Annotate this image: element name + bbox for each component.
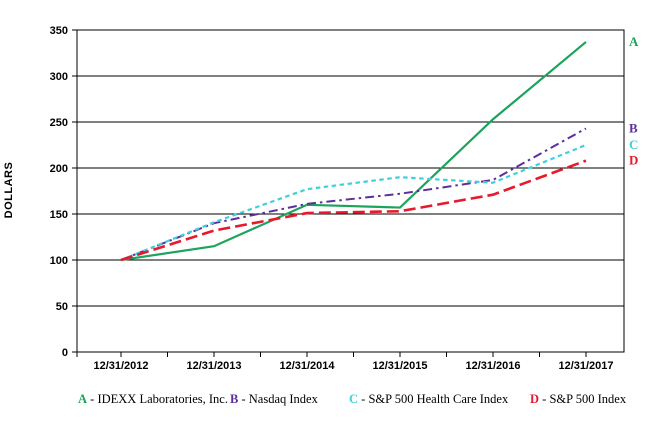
y-tick-label: 50 bbox=[56, 301, 68, 313]
series-end-label-A: A bbox=[629, 34, 639, 49]
legend-label-A: - IDEXX Laboratories, Inc. bbox=[87, 392, 228, 406]
legend-label-C: - S&P 500 Health Care Index bbox=[358, 392, 509, 406]
x-tick-label: 12/31/2016 bbox=[465, 360, 520, 372]
legend-key-B: B bbox=[230, 392, 239, 406]
series-line-A bbox=[120, 41, 587, 262]
plot-border bbox=[76, 29, 625, 353]
series-line-C bbox=[120, 143, 587, 262]
legend-key-A: A bbox=[78, 392, 88, 406]
legend-key-C: C bbox=[349, 392, 359, 406]
x-tick-label: 12/31/2017 bbox=[558, 360, 613, 372]
y-tick-label: 150 bbox=[50, 209, 68, 221]
x-tick-label: 12/31/2014 bbox=[279, 360, 335, 372]
series-end-label-C: C bbox=[629, 137, 638, 152]
legend-label-B: - Nasdaq Index bbox=[238, 392, 318, 406]
x-tick-label: 12/31/2015 bbox=[372, 360, 427, 372]
legend-item-C: C - S&P 500 Health Care Index bbox=[349, 392, 508, 407]
legend-item-D: D - S&P 500 Index bbox=[530, 392, 626, 407]
y-tick-label: 350 bbox=[50, 25, 68, 37]
y-tick-label: 250 bbox=[50, 117, 68, 129]
series-end-label-B: B bbox=[629, 120, 638, 135]
y-tick-label: 300 bbox=[50, 71, 68, 83]
y-tick-label: 0 bbox=[62, 347, 68, 359]
y-tick-label: 100 bbox=[50, 255, 68, 267]
legend-item-B: B - Nasdaq Index bbox=[230, 392, 318, 407]
y-axis-title: DOLLARS bbox=[3, 161, 15, 219]
y-tick-label: 200 bbox=[50, 163, 68, 175]
x-tick-label: 12/31/2012 bbox=[93, 360, 148, 372]
series-line-D bbox=[120, 159, 587, 262]
legend-item-A: A - IDEXX Laboratories, Inc. bbox=[78, 392, 228, 407]
series-line-B bbox=[120, 127, 587, 261]
series-end-label-D: D bbox=[629, 153, 638, 168]
x-tick-label: 12/31/2013 bbox=[186, 360, 241, 372]
legend-key-D: D bbox=[530, 392, 540, 406]
legend-label-D: - S&P 500 Index bbox=[539, 392, 627, 406]
